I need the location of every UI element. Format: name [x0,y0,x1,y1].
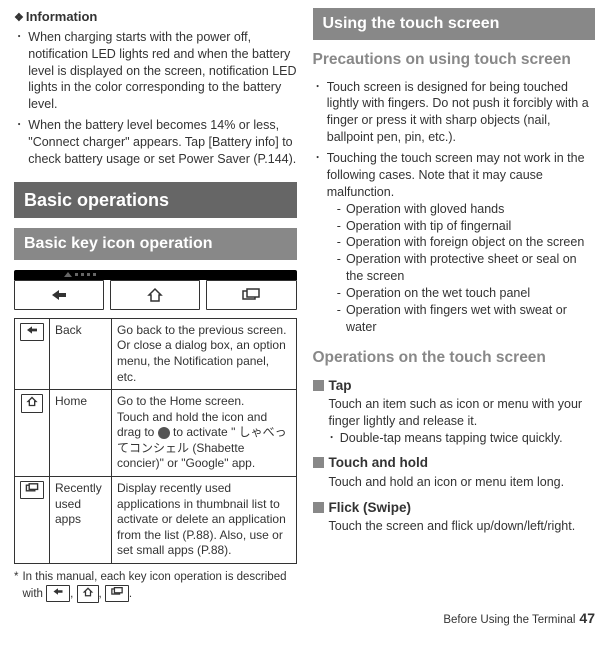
op-title: Tap [313,377,596,395]
heading-basic-operations: Basic operations [14,182,297,218]
table-cell-desc: Go back to the previous screen. Or close… [112,318,297,389]
recent-apps-icon [206,280,296,310]
list-item: Touching the touch screen may not work i… [327,150,595,201]
page-footer: Before Using the Terminal47 [0,603,609,635]
info-item: When the battery level becomes 14% or le… [28,117,296,168]
table-cell-icon [15,477,50,564]
precautions-list: ･Touch screen is designed for being touc… [315,79,596,336]
footnote: * In this manual, each key icon operatio… [14,570,297,603]
op-body: Touch and hold an icon or menu item long… [329,474,596,491]
table-cell-name: Back [50,318,112,389]
table-cell-icon [15,318,50,389]
op-body: Touch an item such as icon or menu with … [329,396,596,447]
table-cell-icon [15,390,50,477]
table-cell-name: Home [50,390,112,477]
key-icon-table: Back Go back to the previous screen. Or … [14,318,297,564]
table-cell-desc: Go to the Home screen. Touch and hold th… [112,390,297,477]
op-title: Touch and hold [313,454,596,472]
heading-precautions: Precautions on using touch screen [313,50,596,71]
heading-using-touch-screen: Using the touch screen [313,8,596,40]
precautions-sublist: -Operation with gloved hands -Operation … [337,201,595,336]
info-item: When charging starts with the power off,… [28,29,296,113]
home-icon [110,280,200,310]
table-cell-name: Recently used apps [50,477,112,564]
information-list: ･When charging starts with the power off… [16,29,297,168]
information-heading: ❖Information [14,8,297,26]
back-icon [14,280,104,310]
heading-basic-key-icon: Basic key icon operation [14,228,297,260]
op-body: Touch the screen and flick up/down/left/… [329,518,596,535]
concier-icon [158,427,170,439]
op-title: Flick (Swipe) [313,499,596,517]
list-item: Touch screen is designed for being touch… [327,79,595,147]
navbar-illustration [14,270,297,310]
table-cell-desc: Display recently used applications in th… [112,477,297,564]
heading-operations: Operations on the touch screen [313,348,596,369]
